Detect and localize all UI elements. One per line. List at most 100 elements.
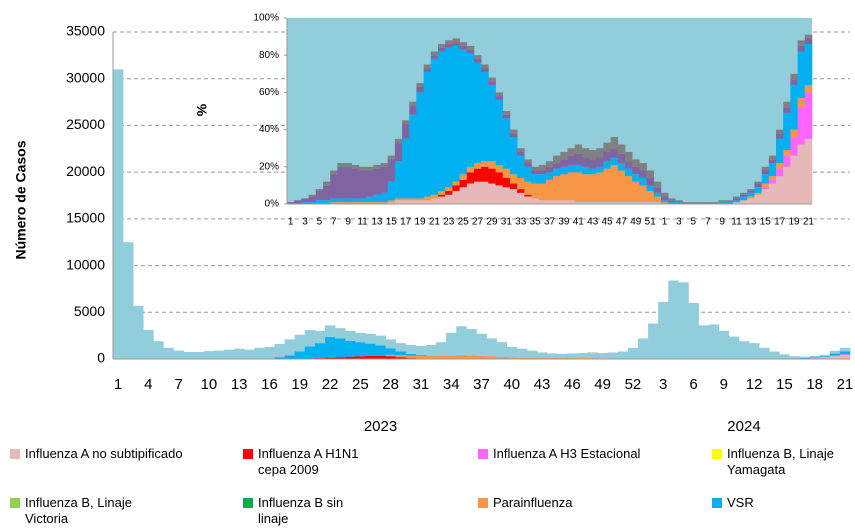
x-tick-label: 19 xyxy=(788,217,800,228)
bar xyxy=(394,198,403,201)
bar xyxy=(452,185,460,191)
bar xyxy=(402,138,410,199)
bar xyxy=(502,111,511,115)
bar xyxy=(799,356,810,359)
bar xyxy=(380,192,388,203)
bar xyxy=(531,170,540,175)
bar xyxy=(405,355,417,359)
bar xyxy=(581,202,590,204)
x-tick-label: 19 xyxy=(414,217,426,228)
bar xyxy=(718,200,726,203)
bar xyxy=(315,190,324,201)
bar xyxy=(234,348,245,359)
bar xyxy=(304,346,316,359)
bar xyxy=(459,49,468,175)
bar xyxy=(409,200,417,204)
bar xyxy=(495,164,504,173)
bar xyxy=(596,157,604,167)
bar xyxy=(325,357,336,359)
bar xyxy=(675,200,683,203)
bar xyxy=(301,202,309,204)
bar xyxy=(385,339,396,349)
bar xyxy=(678,282,689,359)
bar xyxy=(653,196,662,203)
bar xyxy=(430,58,439,195)
bar xyxy=(668,280,679,359)
bar xyxy=(387,155,396,160)
y-axis-label: % xyxy=(194,103,210,116)
bar xyxy=(466,329,477,356)
bar xyxy=(574,153,583,165)
bar xyxy=(502,177,511,188)
bar xyxy=(466,53,475,167)
bar xyxy=(423,68,432,72)
bar xyxy=(301,198,309,203)
bar xyxy=(385,356,396,359)
bar xyxy=(725,200,734,203)
bar xyxy=(668,200,676,203)
bar xyxy=(394,142,403,162)
bar xyxy=(754,194,762,204)
bar xyxy=(375,345,386,356)
bar xyxy=(517,177,525,190)
bar xyxy=(495,172,504,186)
bar xyxy=(761,183,770,188)
legend-item: Influenza A H3 Estacional xyxy=(478,446,693,462)
bar xyxy=(322,181,331,186)
bar xyxy=(704,202,712,204)
x-tick-label: 31 xyxy=(413,376,430,393)
bar xyxy=(395,343,407,352)
bar xyxy=(603,151,611,162)
bar xyxy=(747,196,755,199)
x-tick-label: 1 xyxy=(662,217,668,228)
bar xyxy=(430,51,439,56)
bar xyxy=(589,159,597,169)
bar xyxy=(688,302,699,359)
bar xyxy=(423,196,432,201)
plot-group: 0%20%40%60%80%100%1 3 5 7 9 11 13 15 17 19 21 23 25 2… xyxy=(194,13,815,228)
bar xyxy=(524,181,532,195)
x-tick-label: 10 xyxy=(201,376,218,393)
bar xyxy=(423,64,432,69)
bar xyxy=(779,354,790,359)
bar xyxy=(689,202,698,204)
bar xyxy=(617,351,629,359)
bar xyxy=(517,148,525,152)
bar xyxy=(524,159,532,164)
bar xyxy=(531,166,540,171)
bar xyxy=(538,174,547,184)
bar xyxy=(466,355,477,359)
x-tick-label: 23 xyxy=(443,217,455,228)
bar xyxy=(446,332,457,356)
bar xyxy=(839,347,851,352)
bar xyxy=(405,344,417,354)
bar xyxy=(732,202,741,204)
bar xyxy=(589,150,597,160)
bar xyxy=(366,202,374,204)
bar xyxy=(387,159,396,182)
bar xyxy=(754,181,762,184)
y-tick-label: 10000 xyxy=(66,256,105,272)
bar xyxy=(738,341,750,359)
bar xyxy=(567,353,578,359)
bar xyxy=(452,45,460,182)
bar xyxy=(797,107,806,145)
x-tick-label: 15 xyxy=(386,217,398,228)
bar xyxy=(560,174,568,201)
bar xyxy=(430,194,439,199)
bar xyxy=(355,356,366,359)
y-tick-label: 80% xyxy=(259,50,279,61)
bar xyxy=(725,202,734,204)
bar xyxy=(143,330,154,359)
bar xyxy=(488,168,496,184)
legend-swatch xyxy=(243,498,253,508)
bar xyxy=(829,356,841,359)
bar xyxy=(344,202,353,204)
bar xyxy=(445,194,453,204)
bar xyxy=(488,183,496,204)
bar xyxy=(829,353,841,356)
bar xyxy=(537,352,548,358)
bar xyxy=(425,355,437,359)
bar xyxy=(696,202,705,204)
bar xyxy=(754,183,762,188)
